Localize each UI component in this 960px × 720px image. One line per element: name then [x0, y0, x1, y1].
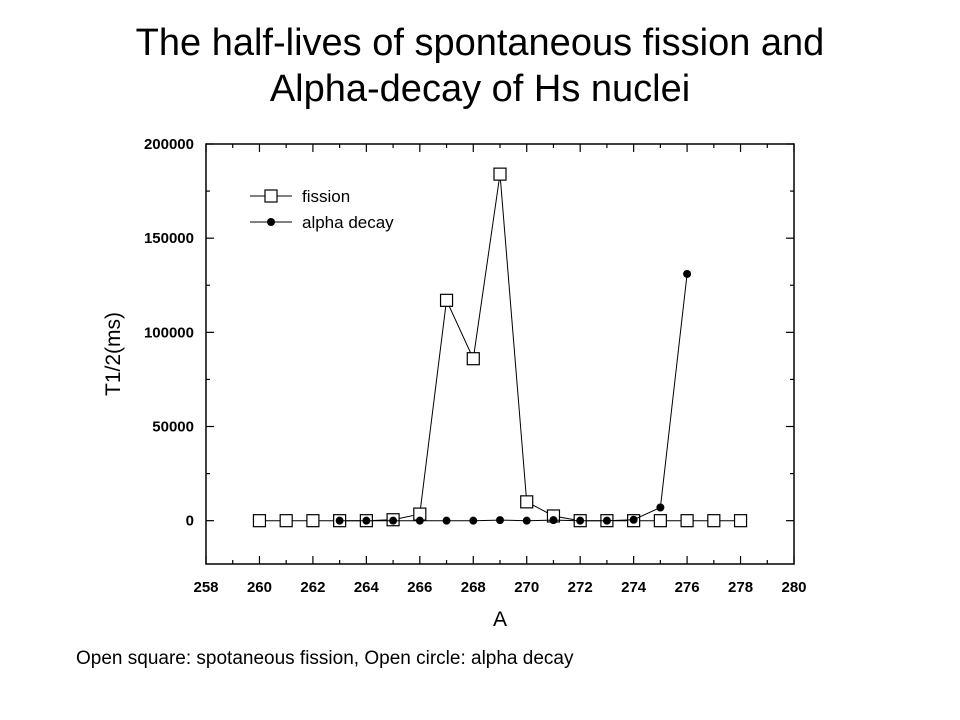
x-tick-label: 260 [247, 579, 272, 596]
x-tick-label: 258 [193, 579, 218, 596]
y-tick-label: 150000 [144, 230, 194, 247]
data-point-alpha-decay [576, 516, 585, 525]
x-tick-label: 272 [568, 579, 593, 596]
slide-caption: Open square: spotaneous fission, Open ci… [76, 648, 574, 669]
series-line-alpha-decay [339, 273, 688, 522]
data-point-fission [439, 293, 454, 307]
data-point-alpha-decay [389, 516, 398, 525]
data-point-fission [707, 514, 721, 528]
plot-frame [205, 143, 795, 565]
x-tick-label: 274 [621, 579, 647, 596]
data-point-alpha-decay [629, 515, 638, 524]
x-tick-label: 266 [407, 579, 432, 596]
data-point-fission [466, 352, 480, 366]
y-axis-title: T1/2(ms) [102, 312, 125, 396]
x-tick-label: 270 [514, 579, 539, 596]
x-tick-label: 268 [461, 579, 486, 596]
x-axis-title: A [493, 608, 507, 631]
x-tick-label: 276 [675, 579, 700, 596]
data-point-alpha-decay [656, 503, 665, 512]
data-point-fission [279, 514, 293, 528]
x-tick-label: 278 [728, 579, 753, 596]
data-point-fission [680, 514, 694, 528]
slide-title-line-1: The half-lives of spontaneous fission an… [135, 22, 825, 64]
x-tick-label: 280 [781, 579, 806, 596]
legend-marker-fission [264, 189, 278, 203]
y-tick-label: 100000 [144, 324, 194, 341]
data-point-fission [733, 514, 748, 528]
legend-marker-alpha-decay [267, 218, 275, 226]
data-point-alpha-decay [496, 516, 504, 525]
data-point-alpha-decay [549, 516, 558, 525]
data-point-alpha-decay [683, 269, 692, 278]
x-tick-label: 262 [300, 579, 325, 596]
data-point-fission [520, 495, 534, 509]
data-point-fission [653, 514, 667, 528]
data-point-alpha-decay [415, 516, 424, 525]
data-point-alpha-decay [442, 516, 451, 525]
data-point-fission [252, 514, 267, 528]
data-point-alpha-decay [522, 516, 531, 525]
y-tick-label: 0 [186, 513, 194, 530]
slide-title-line-2: Alpha-decay of Hs nuclei [269, 68, 691, 110]
data-point-alpha-decay [469, 516, 478, 525]
data-point-alpha-decay [335, 516, 344, 525]
y-tick-label: 200000 [144, 136, 194, 153]
legend-label-fission: fission [302, 187, 350, 206]
data-point-alpha-decay [602, 516, 611, 525]
slide-title: The half-lives of spontaneous fission an… [40, 20, 920, 112]
y-tick-label: 50000 [152, 419, 194, 436]
legend-label-alpha-decay: alpha decay [302, 213, 394, 232]
data-point-fission [306, 514, 320, 528]
data-point-fission [493, 167, 507, 181]
x-tick-label: 264 [354, 579, 380, 596]
data-point-alpha-decay [362, 516, 371, 525]
